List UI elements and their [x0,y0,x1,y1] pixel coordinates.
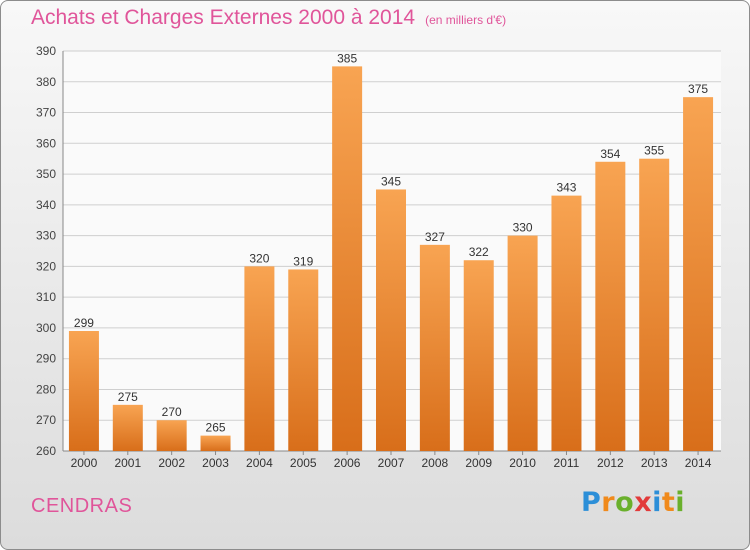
data-label: 355 [644,144,664,158]
data-label: 385 [337,51,357,65]
data-label: 320 [249,251,269,265]
bar [68,331,99,451]
y-tick-label: 350 [36,167,56,181]
y-tick-label: 310 [36,290,56,304]
x-tick-label: 2013 [641,456,668,470]
y-tick-label: 270 [36,413,56,427]
logo-letter: x [634,487,653,518]
y-tick-label: 340 [36,198,56,212]
x-tick-label: 2003 [202,456,229,470]
data-label: 327 [425,230,445,244]
logo-letter: t [661,487,676,518]
x-tick-label: 2014 [685,456,712,470]
x-tick-label: 2008 [422,456,449,470]
data-label: 270 [162,405,182,419]
chart-title-text: Achats et Charges Externes 2000 à 2014 [31,6,416,29]
y-tick-label: 330 [36,229,56,243]
data-label: 343 [556,181,576,195]
x-tick-label: 2007 [378,456,405,470]
logo-letter: o [615,487,635,518]
logo-letter: i [652,487,662,518]
x-tick-label: 2002 [158,456,185,470]
proxiti-logo: Proxiti [581,487,685,518]
x-tick-label: 2006 [334,456,361,470]
y-tick-label: 380 [36,75,56,89]
bar [463,260,494,451]
y-tick-label: 280 [36,382,56,396]
bar [419,244,450,451]
location-label: CENDRAS [31,495,133,517]
data-label: 354 [600,147,620,161]
bar [332,66,363,451]
x-tick-label: 2011 [554,456,580,470]
y-tick-label: 370 [36,106,56,120]
x-tick-label: 2005 [290,456,317,470]
data-label: 299 [74,316,94,330]
x-tick-label: 2001 [114,456,141,470]
bar [244,266,275,451]
data-label: 322 [469,245,489,259]
bar [156,420,187,451]
x-tick-label: 2009 [465,456,492,470]
bar [551,195,582,451]
logo-letter: i [675,487,686,518]
chart-title: Achats et Charges Externes 2000 à 2014 (e… [31,6,506,30]
bar [200,435,231,451]
y-tick-label: 260 [36,444,56,458]
bar [639,158,670,451]
bar [112,404,143,451]
data-label: 375 [688,82,708,96]
data-label: 345 [381,174,401,188]
bar [288,269,319,451]
chart-subtitle: (en milliers d'€) [425,13,507,27]
bar [507,235,538,451]
data-label: 330 [513,221,533,235]
data-label: 275 [118,390,138,404]
x-tick-label: 2010 [509,456,536,470]
y-tick-label: 290 [36,352,56,366]
logo-letter: r [601,487,616,518]
bar [595,161,626,451]
logo-letter: P [581,487,602,518]
bar [376,189,406,451]
x-tick-label: 2004 [246,456,273,470]
bar [683,97,714,452]
data-label: 265 [206,421,226,435]
data-label: 319 [293,254,313,268]
y-tick-label: 360 [36,136,56,150]
y-tick-label: 320 [36,259,56,273]
y-tick-label: 300 [36,321,56,335]
y-tick-label: 390 [36,44,56,58]
x-tick-label: 2000 [71,456,98,470]
x-tick-label: 2012 [597,456,624,470]
